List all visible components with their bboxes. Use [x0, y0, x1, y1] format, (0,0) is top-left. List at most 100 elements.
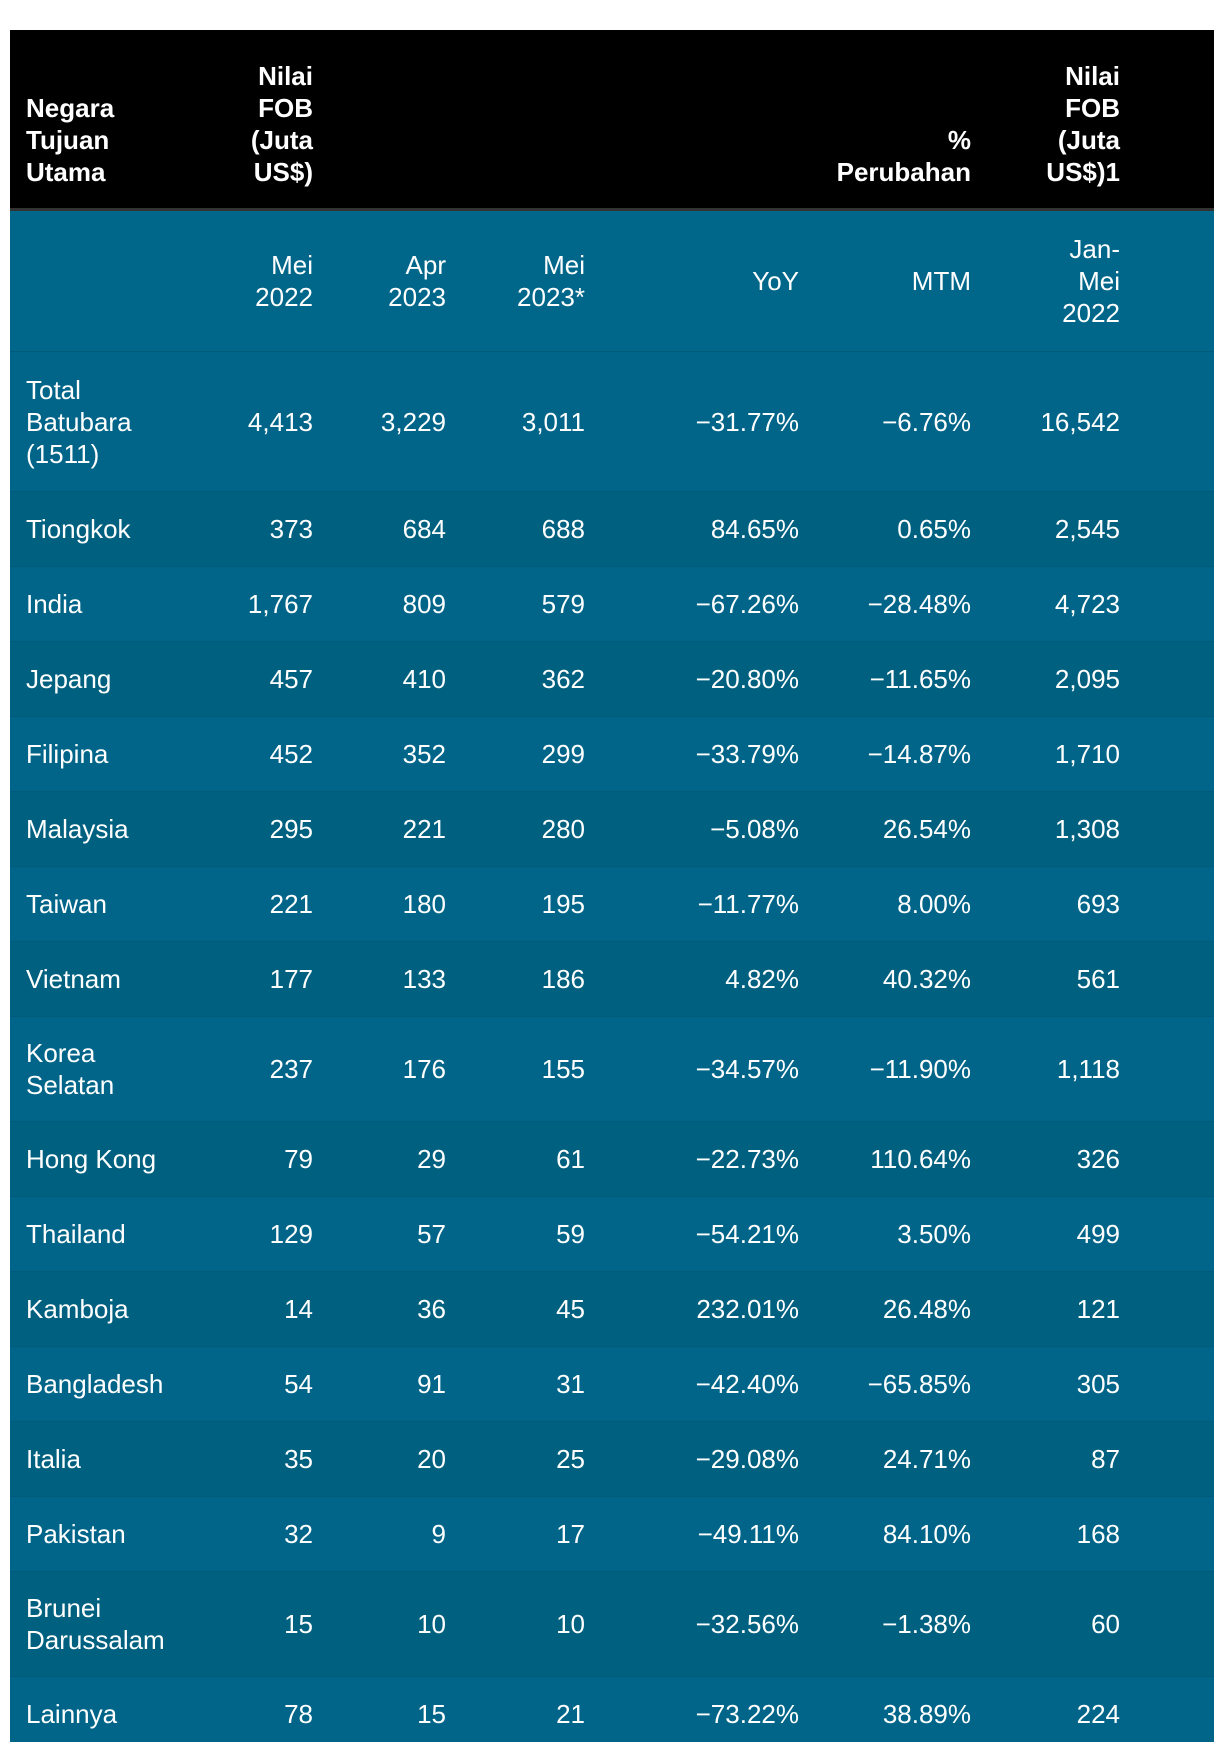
table-cell: 180 [329, 866, 462, 942]
table-cell: 221 [223, 866, 329, 942]
table-cell: Korea Selatan [10, 1016, 223, 1122]
table-cell [1136, 1121, 1214, 1197]
table-row: Bangladesh 54 91 31 −42.40% −65.85% 305 [10, 1346, 1214, 1422]
table-row: Korea Selatan 237 176 155 −34.57% −11.90% 1,11… [10, 1016, 1214, 1122]
table-cell: 20 [329, 1421, 462, 1497]
table-cell: 232.01% [601, 1271, 815, 1347]
table-cell: 9 [329, 1496, 462, 1572]
table-cell: 1 [1136, 1016, 1214, 1122]
table-cell: −11.65% [815, 641, 987, 717]
table-cell: 2,545 [987, 491, 1136, 567]
table-cell: Lainnya [10, 1676, 223, 1742]
table-cell: 809 [329, 566, 462, 642]
table-cell: 4.82% [601, 941, 815, 1017]
table-cell: 326 [987, 1121, 1136, 1197]
table-cell: 15 [223, 1571, 329, 1677]
table-cell: 40.32% [815, 941, 987, 1017]
table-cell: −28.48% [815, 566, 987, 642]
table-cell: 3 [1136, 566, 1214, 642]
table-cell: 2,095 [987, 641, 1136, 717]
subheader-row: Mei 2022 Apr 2023 Mei 2023* YoY MTM Jan- Mei … [10, 209, 1214, 352]
table-cell: 499 [987, 1196, 1136, 1272]
table-cell: −14.87% [815, 716, 987, 792]
table-cell: 1 [1136, 791, 1214, 867]
table-cell: 110.64% [815, 1121, 987, 1197]
table-cell: 1,710 [987, 716, 1136, 792]
subheader-cell [10, 209, 223, 352]
table-cell: 177 [223, 941, 329, 1017]
table-cell: 1,308 [987, 791, 1136, 867]
table-cell [1136, 1346, 1214, 1422]
subheader-cell: YoY [601, 209, 815, 352]
table-cell: 0.65% [815, 491, 987, 567]
table-cell: 1 [1136, 716, 1214, 792]
table-row: Hong Kong 79 29 61 −22.73% 110.64% 326 [10, 1121, 1214, 1197]
table-wrap: Negara Tujuan Utama Nilai FOB (Juta US$)%… [10, 30, 1214, 1742]
table-cell: 1,118 [987, 1016, 1136, 1122]
table-row: Lainnya 78 15 21 −73.22% 38.89% 224 [10, 1676, 1214, 1742]
table-cell: −11.90% [815, 1016, 987, 1122]
table-cell: 305 [987, 1346, 1136, 1422]
table-cell: −49.11% [601, 1496, 815, 1572]
table-cell: 32 [223, 1496, 329, 1572]
table-cell [1136, 1676, 1214, 1742]
table-cell: 295 [223, 791, 329, 867]
table-cell [1136, 866, 1214, 942]
table-row: Brunei Darussalam 15 10 10 −32.56% −1.38% 60 [10, 1571, 1214, 1677]
header-cell: Nilai FOB (Juta US$) [223, 30, 329, 211]
table-cell: Malaysia [10, 791, 223, 867]
table-cell: 31 [462, 1346, 601, 1422]
table-cell: 280 [462, 791, 601, 867]
table-cell: 54 [223, 1346, 329, 1422]
table-cell [1136, 1496, 1214, 1572]
subheader-cell: MTM [815, 209, 987, 352]
table-cell: 693 [987, 866, 1136, 942]
table-cell: −22.73% [601, 1121, 815, 1197]
subheader-cell: Apr 2023 [329, 209, 462, 352]
table-cell: 688 [462, 491, 601, 567]
table-cell [1136, 1196, 1214, 1272]
table-cell: 15 [329, 1676, 462, 1742]
table-cell: 26.54% [815, 791, 987, 867]
table-cell: Vietnam [10, 941, 223, 1017]
table-cell: −1.38% [815, 1571, 987, 1677]
table-cell: Filipina [10, 716, 223, 792]
table-cell: Jepang [10, 641, 223, 717]
table-cell: Tiongkok [10, 491, 223, 567]
table-cell: 87 [987, 1421, 1136, 1497]
table-cell: 155 [462, 1016, 601, 1122]
table-cell: 84.65% [601, 491, 815, 567]
table-cell: 168 [987, 1496, 1136, 1572]
table-cell: 129 [223, 1196, 329, 1272]
table-cell: India [10, 566, 223, 642]
table-cell: 78 [223, 1676, 329, 1742]
table-cell: −73.22% [601, 1676, 815, 1742]
table-cell: 91 [329, 1346, 462, 1422]
table-cell: Thailand [10, 1196, 223, 1272]
table-cell: 3,229 [329, 351, 462, 492]
table-cell: 57 [329, 1196, 462, 1272]
table-cell: 195 [462, 866, 601, 942]
table-row: Italia 35 20 25 −29.08% 24.71% 87 [10, 1421, 1214, 1497]
table-cell: 133 [329, 941, 462, 1017]
table-cell: 410 [329, 641, 462, 717]
table-cell: 362 [462, 641, 601, 717]
table-cell: 25 [462, 1421, 601, 1497]
table-cell: 176 [329, 1016, 462, 1122]
subheader-cell: Mei 2022 [223, 209, 329, 352]
table-cell: −32.56% [601, 1571, 815, 1677]
header-cell: % Perubahan [601, 30, 987, 211]
table-row: Vietnam 177 133 186 4.82% 40.32% 561 [10, 941, 1214, 1017]
table-row: Pakistan 32 9 17 −49.11% 84.10% 168 [10, 1496, 1214, 1572]
table-cell: 121 [987, 1271, 1136, 1347]
table-cell: 4,723 [987, 566, 1136, 642]
table-cell: Taiwan [10, 866, 223, 942]
table-cell: −11.77% [601, 866, 815, 942]
table-cell: 579 [462, 566, 601, 642]
table-body: Mei 2022 Apr 2023 Mei 2023* YoY MTM Jan- Mei … [10, 209, 1214, 1742]
table-cell: 61 [462, 1121, 601, 1197]
table-cell: 3.50% [815, 1196, 987, 1272]
